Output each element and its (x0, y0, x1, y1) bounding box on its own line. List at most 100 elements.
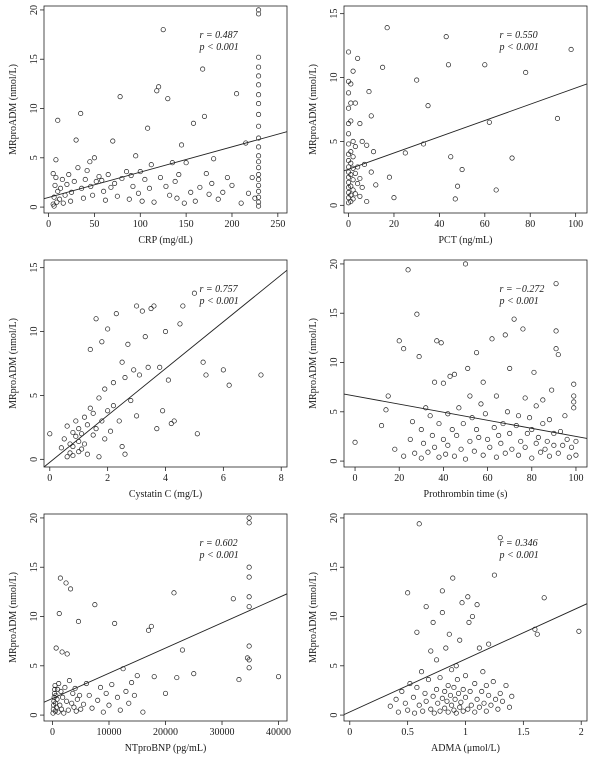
data-point (379, 423, 385, 429)
data-point (134, 303, 140, 309)
data-point (57, 196, 63, 202)
data-point (230, 596, 236, 602)
data-point (114, 193, 120, 199)
data-point (107, 428, 114, 434)
data-point (99, 177, 105, 184)
data-point (414, 629, 420, 635)
data-point (451, 453, 458, 459)
data-point (515, 413, 522, 419)
data-point (87, 346, 93, 352)
data-point (69, 700, 75, 706)
data-point (350, 196, 356, 202)
data-point (80, 195, 86, 201)
data-point (256, 172, 262, 178)
r-value: r = 0.757 (200, 284, 239, 295)
data-point (71, 178, 77, 185)
data-point (557, 428, 564, 435)
data-point (90, 432, 96, 438)
data-point (414, 311, 420, 317)
data-point (551, 442, 557, 448)
y-axis-label: MRproADM (nmol/L) (8, 318, 19, 409)
plot-area (344, 25, 587, 206)
plot-frame (343, 259, 588, 468)
data-point (67, 450, 73, 456)
data-point (183, 160, 189, 166)
x-tick-label: 80 (525, 219, 535, 230)
data-point (167, 192, 173, 198)
data-point (515, 452, 522, 458)
data-point (224, 174, 230, 181)
y-tick-label: 10 (29, 612, 40, 622)
data-point (497, 535, 503, 541)
data-point (75, 165, 81, 171)
data-point (529, 426, 535, 433)
x-tick-label: 0.5 (401, 727, 414, 738)
data-point (422, 690, 428, 696)
data-point (444, 698, 450, 704)
data-point (246, 594, 252, 600)
data-point (91, 155, 97, 161)
data-point (428, 706, 434, 712)
data-point (493, 187, 499, 193)
data-point (87, 159, 93, 165)
data-point (523, 69, 529, 75)
y-tick-label: 0 (29, 713, 40, 718)
data-point (53, 157, 59, 163)
data-point (90, 410, 96, 416)
data-point (73, 418, 79, 424)
data-point (511, 316, 517, 322)
data-point (562, 413, 568, 419)
data-point (256, 73, 262, 79)
data-point (573, 452, 579, 458)
data-point (443, 34, 449, 40)
data-point (165, 96, 171, 102)
x-tick-label: 40000 (266, 727, 291, 738)
y-tick-label: 10 (329, 358, 340, 368)
data-point (405, 590, 411, 596)
data-point (51, 203, 57, 209)
data-point (72, 685, 78, 692)
data-point (56, 611, 62, 617)
data-point (47, 431, 53, 437)
data-point (560, 442, 566, 448)
data-point (436, 421, 442, 427)
data-point (533, 403, 539, 409)
data-point (481, 700, 487, 706)
data-point (445, 442, 451, 448)
data-point (79, 185, 85, 191)
data-point (401, 346, 407, 352)
x-axis-label: ADMA (μmol/L) (431, 743, 500, 754)
data-point (256, 82, 262, 88)
data-point (117, 707, 123, 713)
data-point (97, 684, 104, 691)
data-point (531, 369, 537, 375)
data-point (465, 594, 471, 600)
x-tick-label: 60 (483, 473, 493, 484)
data-point (54, 199, 60, 205)
data-point (256, 92, 262, 98)
data-point (437, 675, 443, 681)
data-point (84, 168, 90, 174)
data-point (509, 155, 515, 161)
p-value: p < 0.001 (499, 550, 539, 561)
data-point (509, 446, 515, 452)
data-point (258, 372, 264, 378)
data-point (352, 191, 358, 197)
data-point (462, 261, 469, 267)
data-point (165, 377, 171, 383)
data-point (256, 194, 262, 200)
r-value: r = 0.346 (500, 538, 538, 549)
data-point (430, 619, 436, 625)
data-point (56, 680, 62, 687)
p-value: p < 0.001 (499, 296, 539, 307)
data-point (454, 677, 460, 683)
data-point (471, 448, 477, 454)
data-point (102, 436, 108, 442)
data-point (79, 446, 85, 452)
data-point (96, 454, 102, 460)
data-point (518, 438, 524, 444)
data-point (81, 441, 88, 447)
data-point (474, 602, 480, 608)
data-point (78, 110, 84, 116)
data-point (145, 627, 152, 633)
